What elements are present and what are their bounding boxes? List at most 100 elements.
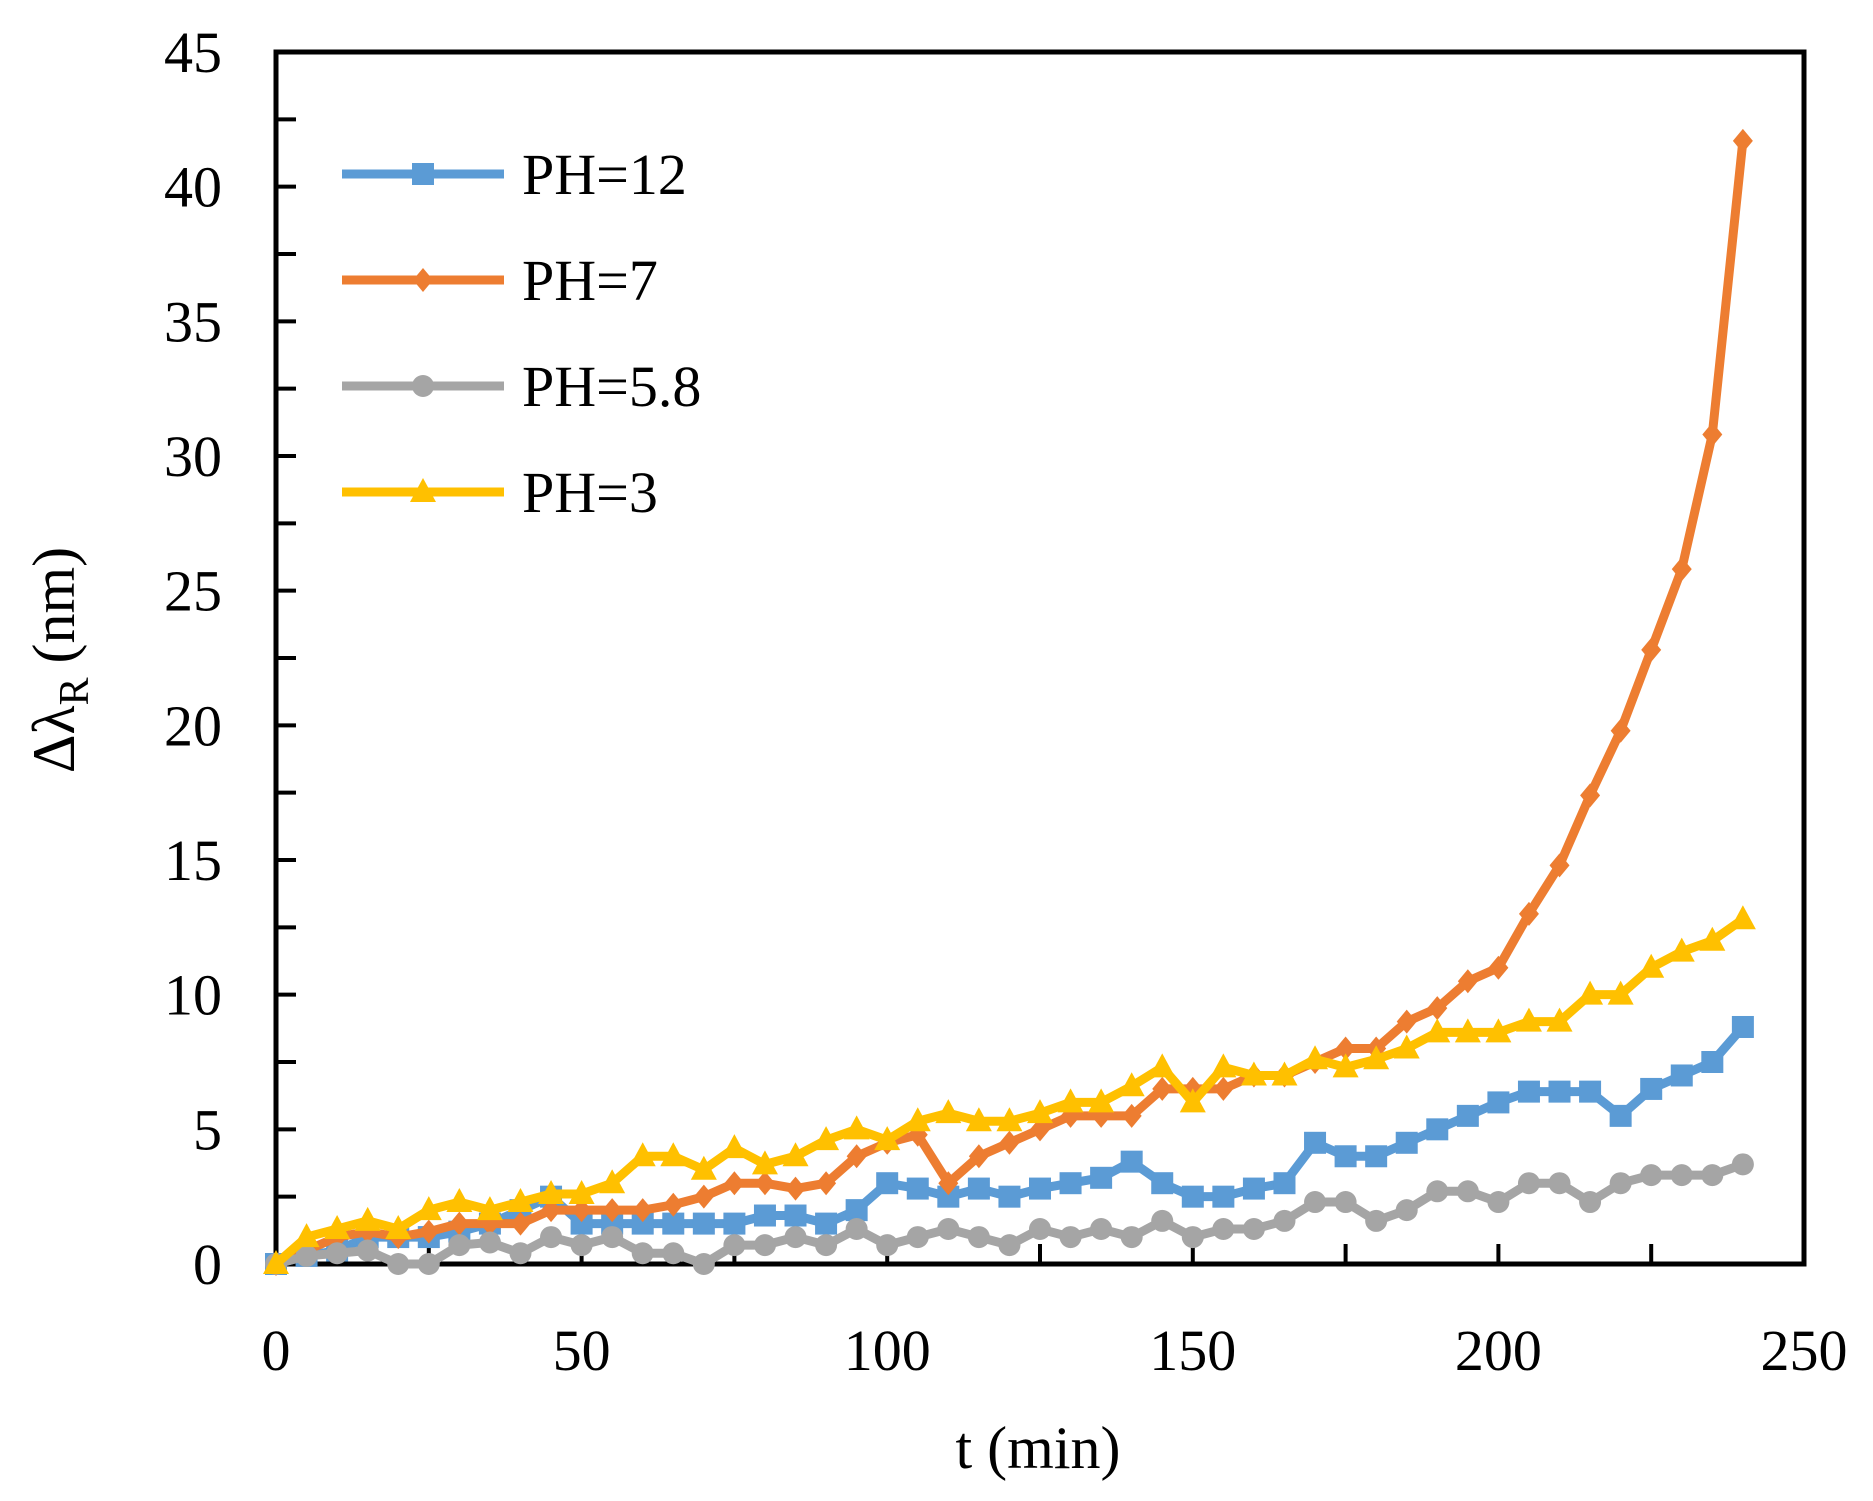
- marker: [1732, 128, 1753, 153]
- marker: [541, 1198, 562, 1223]
- marker: [293, 1223, 320, 1248]
- marker: [784, 1226, 807, 1249]
- y-tick-label: 5: [193, 1097, 222, 1162]
- marker: [1210, 1053, 1237, 1078]
- marker: [662, 1242, 685, 1265]
- y-tick-label: 10: [164, 963, 222, 1028]
- marker: [1212, 1217, 1235, 1240]
- x-tick-label: 250: [1761, 1318, 1848, 1383]
- marker: [570, 1212, 593, 1235]
- marker: [448, 1234, 471, 1257]
- marker: [1395, 1131, 1418, 1154]
- marker: [965, 1107, 992, 1132]
- marker: [324, 1214, 351, 1239]
- marker: [692, 1212, 715, 1235]
- marker: [295, 1244, 318, 1267]
- marker: [1030, 1117, 1050, 1142]
- marker: [1302, 1045, 1329, 1070]
- marker: [1059, 1172, 1082, 1195]
- x-tick-label: 50: [553, 1318, 611, 1383]
- y-tick-label: 15: [164, 828, 222, 893]
- marker: [1668, 937, 1695, 962]
- marker: [1579, 1080, 1602, 1103]
- marker: [1304, 1191, 1327, 1214]
- marker: [782, 1142, 809, 1167]
- marker: [996, 1107, 1023, 1132]
- plot-frame: [273, 49, 1807, 1267]
- marker: [1456, 1104, 1479, 1127]
- marker: [538, 1179, 565, 1204]
- marker: [874, 1126, 901, 1151]
- marker: [1242, 1177, 1265, 1200]
- marker: [753, 1204, 776, 1227]
- legend-entry: PH=5.8: [342, 354, 701, 419]
- marker: [1396, 1009, 1417, 1034]
- marker: [693, 1184, 714, 1209]
- marker: [1057, 1088, 1084, 1113]
- marker: [1152, 1076, 1173, 1101]
- marker: [1029, 1177, 1051, 1200]
- marker: [418, 1219, 439, 1244]
- marker: [385, 1214, 412, 1239]
- marker: [1334, 1191, 1357, 1214]
- marker: [785, 1176, 806, 1201]
- marker: [446, 1188, 473, 1213]
- marker: [1671, 557, 1692, 582]
- marker: [1729, 905, 1756, 930]
- marker: [937, 1185, 960, 1208]
- marker: [1487, 1091, 1510, 1114]
- marker: [1271, 1061, 1298, 1086]
- marker: [998, 1234, 1021, 1257]
- marker: [876, 1234, 899, 1257]
- marker: [1610, 718, 1631, 743]
- marker: [1580, 783, 1601, 808]
- marker: [1334, 1145, 1357, 1168]
- marker: [815, 1234, 838, 1257]
- marker: [1090, 1217, 1113, 1240]
- marker: [1365, 1209, 1388, 1232]
- marker: [663, 1192, 684, 1217]
- marker: [629, 1142, 656, 1167]
- legend-label: PH=12: [522, 142, 687, 207]
- marker: [662, 1212, 685, 1235]
- marker: [904, 1107, 931, 1132]
- marker: [1731, 1015, 1754, 1038]
- marker: [570, 1234, 593, 1257]
- marker: [1548, 1080, 1571, 1103]
- marker: [356, 1239, 379, 1262]
- marker: [1212, 1185, 1235, 1208]
- marker: [754, 1171, 775, 1196]
- marker: [1088, 1088, 1115, 1113]
- marker: [1427, 996, 1448, 1021]
- marker: [1151, 1172, 1174, 1195]
- marker: [724, 1171, 745, 1196]
- legend-label: PH=3: [522, 460, 658, 525]
- series: [265, 1153, 1754, 1275]
- marker: [417, 1253, 440, 1275]
- marker: [326, 1242, 349, 1265]
- y-label-sub: R: [52, 677, 98, 705]
- marker: [1029, 1217, 1051, 1240]
- marker: [753, 1234, 776, 1257]
- y-tick-label: 35: [164, 289, 222, 354]
- marker: [938, 1171, 959, 1196]
- marker: [1456, 1180, 1479, 1203]
- marker: [509, 1242, 532, 1265]
- y-tick-label: 25: [164, 559, 222, 624]
- marker: [813, 1126, 840, 1151]
- marker: [968, 1144, 989, 1169]
- marker: [1149, 1053, 1176, 1078]
- legend-entry: PH=7: [342, 248, 658, 313]
- marker: [1059, 1226, 1082, 1249]
- marker: [1242, 1217, 1265, 1240]
- marker: [876, 1172, 899, 1195]
- marker: [1701, 1051, 1724, 1073]
- y-tick-label: 40: [164, 155, 222, 220]
- legend-label: PH=5.8: [522, 354, 701, 419]
- x-tick-label: 150: [1149, 1318, 1236, 1383]
- marker: [1424, 1018, 1451, 1043]
- marker: [1365, 1145, 1388, 1168]
- marker: [1702, 422, 1723, 447]
- marker: [1640, 1077, 1663, 1100]
